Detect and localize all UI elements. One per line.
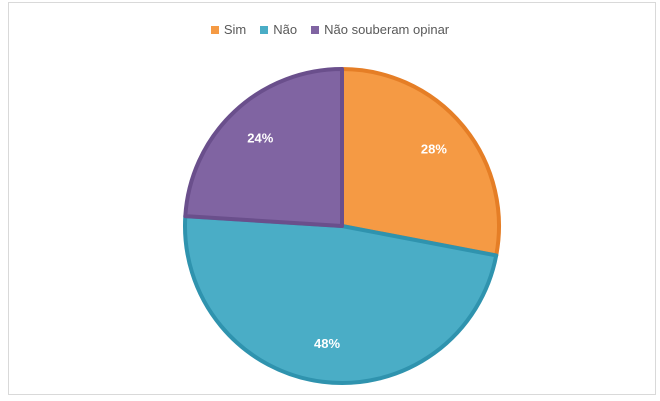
- pie-labels: 28% 48% 24%: [247, 130, 447, 350]
- legend-label-sim: Sim: [223, 22, 247, 37]
- legend-item-nao-souberam-opinar: Não souberam opinar: [311, 22, 449, 37]
- legend-label-nao: Não: [273, 22, 298, 37]
- legend: Sim Não Não souberam opinar: [0, 22, 660, 37]
- legend-item-nao: Não: [260, 22, 297, 37]
- pie-label-nao: 48%: [314, 336, 340, 351]
- pie-label-sim: 28%: [421, 141, 447, 156]
- pie-slices: [183, 67, 501, 386]
- pie-label-nao-souberam-opinar: 24%: [247, 130, 273, 145]
- pie-slice-nao: [183, 214, 499, 386]
- legend-item-sim: Sim: [210, 22, 247, 37]
- legend-label-nao-souberam-opinar: Não souberam opinar: [324, 22, 450, 37]
- pie-slice-nao-souberam-opinar: [183, 67, 344, 228]
- legend-swatch-nao: [260, 25, 269, 34]
- legend-swatch-nao-souberam-opinar: [311, 25, 320, 34]
- pie-slice-sim: [340, 67, 501, 258]
- legend-swatch-sim: [210, 25, 219, 34]
